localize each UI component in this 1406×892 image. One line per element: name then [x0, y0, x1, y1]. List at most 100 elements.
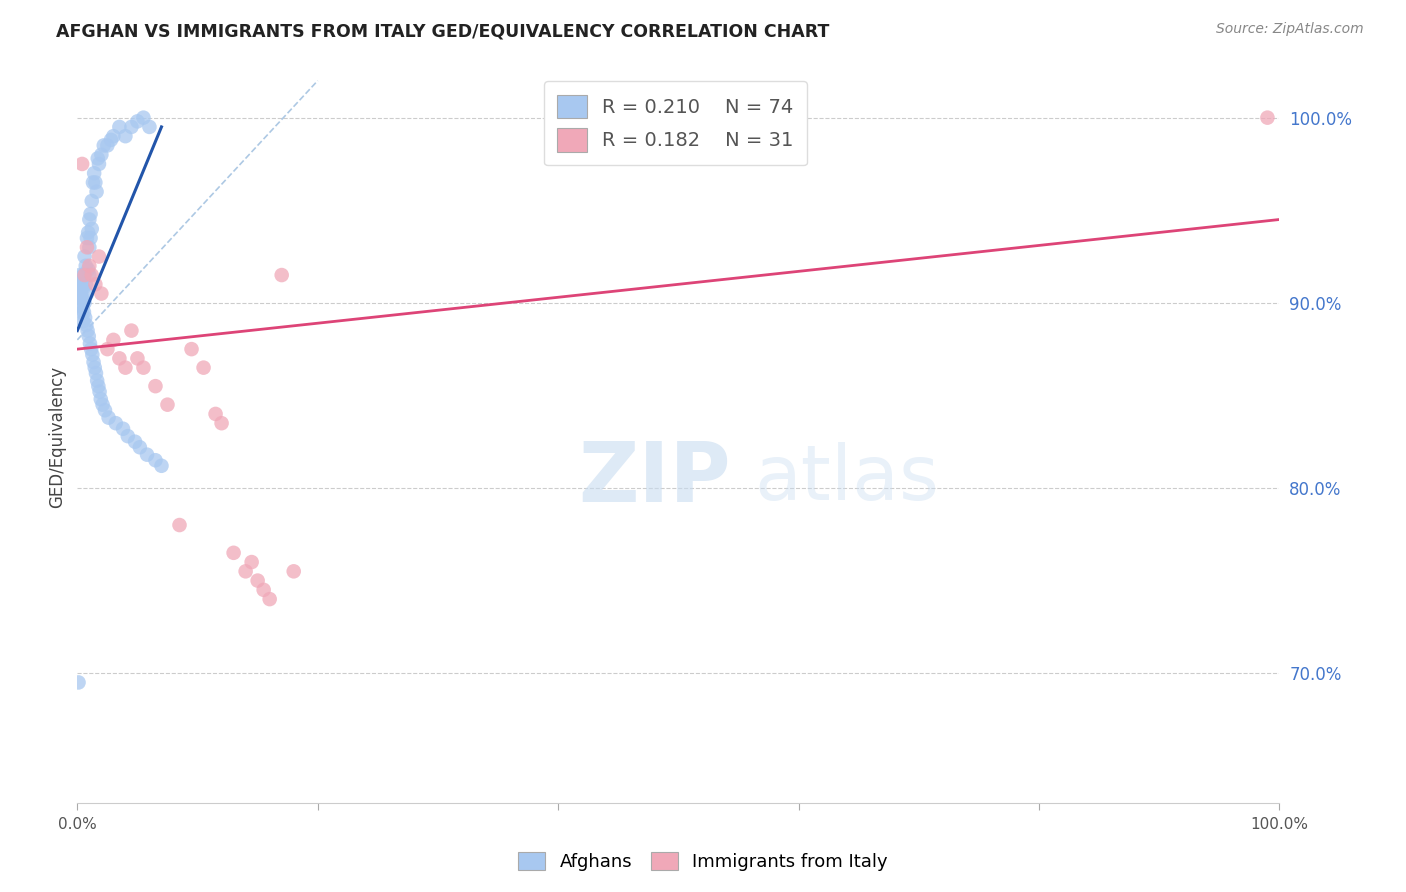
Point: [72, 314, 94, 328]
Point: [235, 565, 257, 579]
Point: [90, 147, 112, 161]
Point: [90, 286, 112, 301]
Legend: R = 0.210    N = 74, R = 0.182    N = 31: R = 0.210 N = 74, R = 0.182 N = 31: [544, 81, 807, 166]
Point: [79, 212, 101, 227]
Point: [97, 410, 120, 425]
Point: [127, 351, 149, 366]
Point: [69, 268, 91, 282]
Point: [79, 259, 101, 273]
Point: [87, 152, 110, 166]
Point: [86, 374, 108, 388]
Y-axis label: GED/Equivalency: GED/Equivalency: [48, 366, 66, 508]
Point: [80, 221, 103, 235]
Point: [83, 355, 105, 369]
Point: [96, 138, 118, 153]
Point: [132, 111, 155, 125]
Point: [76, 231, 98, 245]
Point: [100, 133, 122, 147]
Point: [87, 157, 110, 171]
Point: [82, 176, 104, 190]
Point: [80, 342, 103, 356]
Point: [70, 286, 93, 301]
Point: [204, 407, 226, 421]
Point: [114, 129, 136, 144]
Point: [240, 555, 263, 569]
Text: atlas: atlas: [754, 442, 939, 516]
Point: [75, 277, 97, 292]
Point: [96, 342, 118, 356]
Point: [67, 675, 90, 690]
Text: Source: ZipAtlas.com: Source: ZipAtlas.com: [1216, 22, 1364, 37]
Point: [87, 379, 110, 393]
Point: [73, 305, 96, 319]
Point: [127, 114, 149, 128]
Point: [150, 458, 173, 473]
Point: [211, 416, 233, 430]
Point: [79, 240, 101, 254]
Point: [70, 292, 93, 306]
Point: [108, 351, 131, 366]
Text: AFGHAN VS IMMIGRANTS FROM ITALY GED/EQUIVALENCY CORRELATION CHART: AFGHAN VS IMMIGRANTS FROM ITALY GED/EQUI…: [56, 22, 830, 40]
Point: [120, 324, 142, 338]
Point: [77, 226, 100, 240]
Point: [79, 231, 101, 245]
Point: [103, 129, 125, 144]
Point: [75, 310, 97, 325]
Point: [1256, 111, 1278, 125]
Point: [77, 329, 100, 343]
Point: [145, 379, 167, 393]
Point: [111, 422, 134, 436]
Point: [79, 268, 101, 282]
Point: [222, 546, 245, 560]
Point: [69, 286, 91, 301]
Point: [283, 565, 305, 579]
Point: [259, 592, 281, 607]
Point: [246, 574, 269, 588]
Point: [73, 295, 96, 310]
Point: [83, 360, 105, 375]
Text: ZIP: ZIP: [578, 438, 731, 519]
Point: [91, 398, 114, 412]
Point: [156, 398, 179, 412]
Point: [89, 384, 111, 399]
Point: [253, 582, 276, 597]
Point: [180, 342, 202, 356]
Point: [103, 333, 125, 347]
Point: [193, 360, 215, 375]
Point: [270, 268, 292, 282]
Point: [87, 250, 110, 264]
Point: [73, 268, 96, 282]
Point: [114, 360, 136, 375]
Point: [70, 305, 93, 319]
Point: [138, 120, 160, 134]
Legend: Afghans, Immigrants from Italy: Afghans, Immigrants from Italy: [512, 845, 894, 879]
Point: [83, 166, 105, 180]
Point: [108, 120, 131, 134]
Point: [70, 290, 93, 304]
Point: [169, 518, 191, 533]
Point: [86, 185, 108, 199]
Point: [117, 429, 139, 443]
Point: [84, 366, 107, 380]
Point: [73, 250, 96, 264]
Point: [75, 259, 97, 273]
Point: [80, 268, 103, 282]
Point: [79, 207, 101, 221]
Point: [145, 453, 167, 467]
Point: [69, 281, 91, 295]
Point: [132, 360, 155, 375]
Point: [76, 240, 98, 254]
Point: [80, 194, 103, 208]
Point: [72, 268, 94, 282]
Point: [72, 281, 94, 295]
Point: [76, 286, 98, 301]
Point: [67, 277, 90, 292]
Point: [124, 434, 146, 449]
Point: [82, 348, 104, 362]
Point: [70, 277, 93, 292]
Point: [94, 403, 117, 417]
Point: [70, 157, 93, 171]
Point: [75, 318, 97, 332]
Point: [70, 300, 93, 314]
Point: [120, 120, 142, 134]
